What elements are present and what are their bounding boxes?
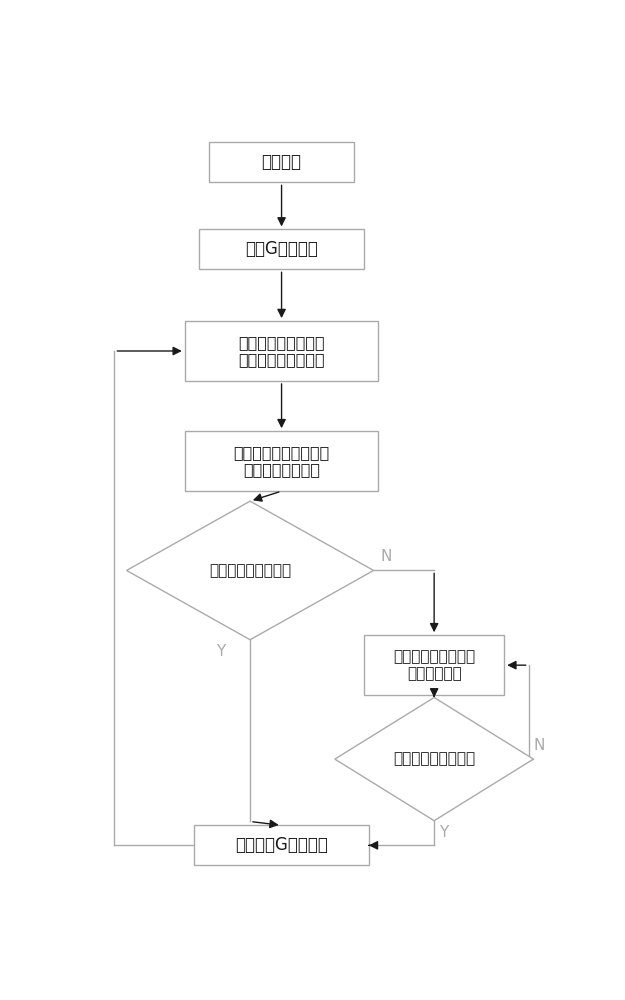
Text: 与刀尖理论轨迹对比，
建立三维误差模型: 与刀尖理论轨迹对比， 建立三维误差模型 [234,445,330,477]
Text: 误差値在允许范围内: 误差値在允许范围内 [393,752,475,767]
Text: 发出误差补偿命令，
进行误差补偿: 发出误差补偿命令， 进行误差补偿 [393,649,475,681]
Text: 执行G代码程序: 执行G代码程序 [245,240,318,258]
FancyBboxPatch shape [194,825,369,865]
Text: 误差値在允许范围内: 误差値在允许范围内 [209,563,291,578]
Polygon shape [335,698,534,821]
FancyBboxPatch shape [185,431,379,491]
Text: 继续执行G代码程序: 继续执行G代码程序 [235,836,328,854]
FancyBboxPatch shape [199,229,364,269]
FancyBboxPatch shape [209,142,354,182]
Text: 机床启动: 机床启动 [262,153,302,171]
Text: N: N [381,549,392,564]
Text: Y: Y [216,644,226,659]
Text: 获取机床主轴筱刀尖
的实时三维坐标参数: 获取机床主轴筱刀尖 的实时三维坐标参数 [238,335,325,367]
Text: N: N [534,738,545,753]
FancyBboxPatch shape [185,321,379,381]
Polygon shape [126,501,374,640]
Text: Y: Y [439,825,448,840]
FancyBboxPatch shape [364,635,504,695]
